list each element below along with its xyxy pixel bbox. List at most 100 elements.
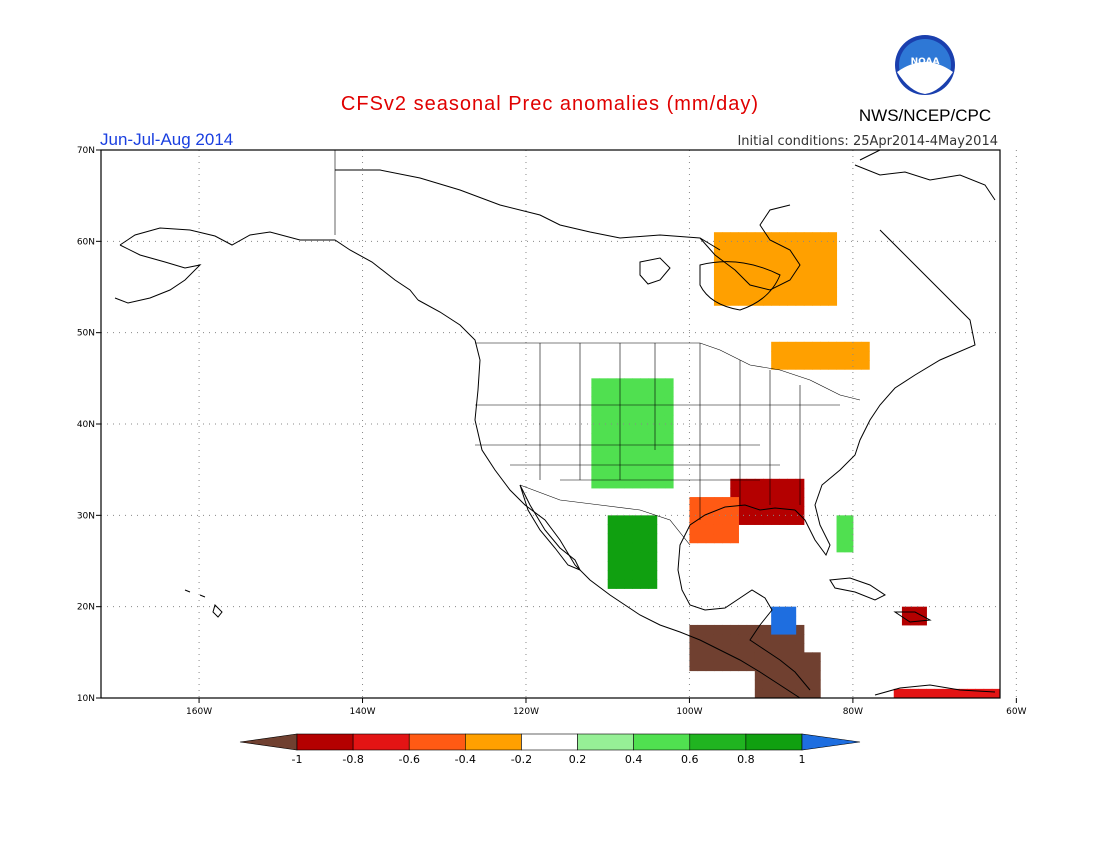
anomaly-cell — [828, 268, 838, 279]
anomaly-cell — [599, 442, 609, 452]
grid-lines — [101, 149, 1017, 699]
anomaly-cell — [771, 679, 780, 690]
anomaly-cell — [795, 634, 805, 644]
anomaly-cell — [771, 250, 780, 261]
lat-tick-label: 30N — [77, 511, 95, 521]
anomaly-cell — [713, 296, 723, 306]
anomaly-cell — [738, 506, 748, 516]
anomaly-cell — [762, 497, 772, 507]
anomaly-cell — [861, 350, 870, 361]
anomaly-cell — [787, 277, 797, 288]
anomaly-cell — [795, 350, 805, 361]
anomaly-cell — [950, 688, 960, 698]
anomaly-cell — [607, 424, 617, 434]
anomaly-cell — [828, 232, 838, 242]
anomaly-cell — [615, 570, 625, 580]
anomaly-cell — [820, 241, 829, 251]
anomaly-cell — [779, 296, 789, 306]
anomaly-cell — [820, 360, 829, 370]
anomaly-cell — [607, 561, 617, 571]
anomaly-cell — [738, 259, 748, 270]
anomaly-cell — [624, 524, 633, 535]
anomaly-cell — [632, 561, 641, 571]
anomaly-cell — [730, 268, 739, 279]
anomaly-cell — [754, 679, 764, 690]
anomaly-cell — [803, 241, 813, 251]
anomaly-cell — [901, 615, 911, 626]
anomaly-cell — [844, 542, 854, 553]
anomaly-cell — [812, 350, 821, 361]
anomaly-cell — [812, 360, 821, 370]
colorbar-label: 1 — [799, 753, 806, 766]
anomaly-cell — [762, 670, 772, 681]
anomaly-cell — [787, 515, 797, 525]
anomaly-cell — [795, 241, 805, 251]
anomaly-cell — [648, 533, 658, 544]
anomaly-cell — [746, 232, 756, 242]
anomaly-cell — [771, 287, 780, 297]
anomaly-cell — [640, 561, 650, 571]
anomaly-cell — [713, 524, 723, 535]
anomaly-cell — [599, 378, 609, 388]
anomaly-cell — [771, 634, 780, 644]
lon-tick-label: 100W — [676, 707, 702, 717]
anomaly-cell — [812, 652, 821, 662]
anomaly-cell — [689, 497, 699, 507]
anomaly-cell — [746, 624, 756, 635]
anomaly-cell — [975, 688, 985, 698]
anomaly-cell — [771, 478, 780, 489]
anomaly-cell — [640, 405, 650, 416]
anomaly-cell — [983, 688, 993, 698]
anomaly-cell — [787, 350, 797, 361]
anomaly-cell — [607, 451, 617, 462]
anomaly-cell — [632, 551, 641, 562]
anomaly-cell — [607, 387, 617, 398]
anomaly-cell — [754, 624, 764, 635]
anomaly-cell — [771, 241, 780, 251]
colorbar: -1 -0.8 -0.6 -0.4 -0.2 0.2 0.4 0.6 0.8 1 — [239, 733, 861, 766]
anomaly-cell — [738, 497, 748, 507]
anomaly-cell — [771, 259, 780, 270]
anomaly-cell — [795, 679, 805, 690]
anomaly-cell — [910, 615, 919, 626]
anomaly-cell — [746, 515, 756, 525]
colorbar-segment — [745, 733, 803, 751]
anomaly-cell — [713, 533, 723, 544]
anomaly-cell — [713, 661, 723, 672]
anomaly-cell — [624, 460, 633, 471]
anomaly-cell — [942, 688, 952, 698]
anomaly-cell — [697, 524, 707, 535]
colorbar-segment — [521, 733, 578, 751]
anomaly-cell — [738, 661, 748, 672]
anomaly-cell — [632, 542, 641, 553]
anomaly-cell — [828, 350, 838, 361]
noaa-logo-text: NOAA — [911, 57, 940, 67]
anomaly-cell — [795, 360, 805, 370]
anomaly-cell — [820, 232, 829, 242]
anomaly-cell — [697, 652, 707, 662]
anomaly-cell — [648, 524, 658, 535]
anomaly-cell — [615, 533, 625, 544]
lat-tick-label: 20N — [77, 603, 95, 613]
anomaly-cell — [730, 232, 739, 242]
anomaly-cell — [632, 414, 641, 425]
anomaly-cell — [664, 387, 674, 398]
anomaly-cell — [607, 460, 617, 471]
anomaly-cell — [640, 424, 650, 434]
anomaly-cell — [624, 414, 633, 425]
anomaly-cell — [738, 296, 748, 306]
lat-tick-label: 50N — [77, 329, 95, 339]
anomaly-cell — [771, 615, 780, 626]
anomaly-cell — [664, 460, 674, 471]
anomaly-cell — [624, 561, 633, 571]
anomaly-cell — [746, 643, 756, 653]
anomaly-cell — [722, 277, 731, 288]
political-borders — [334, 150, 861, 546]
anomaly-cell — [664, 424, 674, 434]
anomaly-cell — [787, 232, 797, 242]
anomaly-cell — [795, 268, 805, 279]
anomaly-cell — [762, 679, 772, 690]
anomaly-cell — [640, 579, 650, 589]
anomaly-cell — [762, 232, 772, 242]
anomaly-cell — [844, 515, 854, 525]
